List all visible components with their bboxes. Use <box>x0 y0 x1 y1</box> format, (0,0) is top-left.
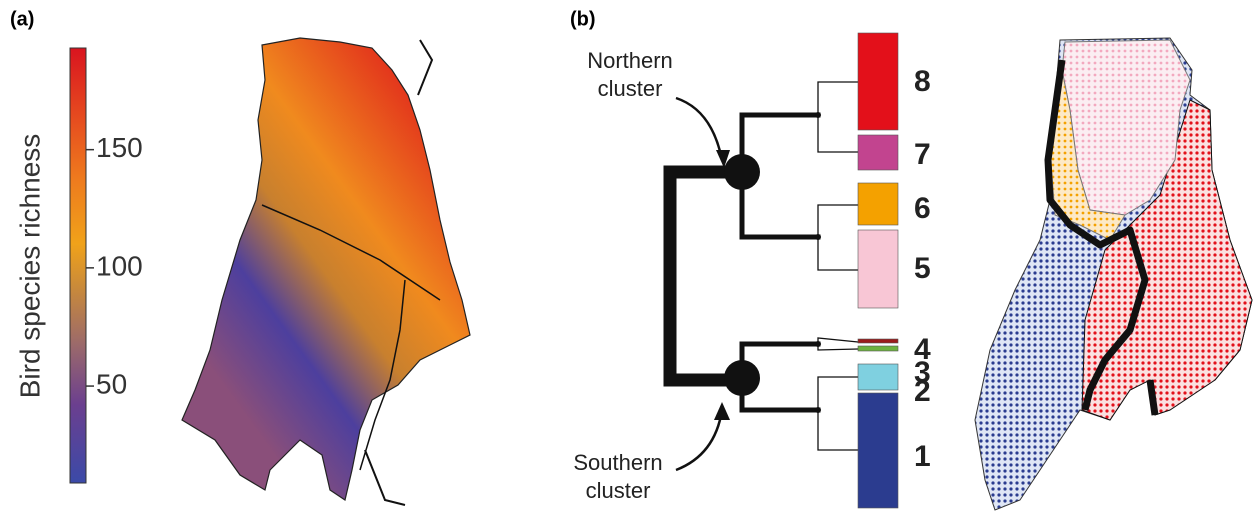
cluster-box <box>858 393 898 508</box>
panel-label: (b) <box>570 8 596 30</box>
cluster-number: 2 <box>914 375 931 408</box>
cluster-number: 7 <box>914 138 931 171</box>
panel-label: (a) <box>10 8 34 30</box>
colorbar-ticks: 50 100 150 <box>86 132 143 399</box>
cluster-number: 8 <box>914 65 931 98</box>
cluster-box <box>858 230 898 308</box>
cluster-box <box>858 33 898 130</box>
cluster-label: cluster <box>586 478 651 503</box>
colorbar <box>70 48 86 483</box>
arrow-head <box>714 402 730 420</box>
cluster-box <box>858 135 898 170</box>
cluster-number: 6 <box>914 192 931 225</box>
dendrogram <box>670 82 858 450</box>
cluster-number: 1 <box>914 440 931 473</box>
richness-map <box>182 38 470 500</box>
cluster-label: Southern <box>573 450 662 475</box>
arrow <box>676 98 722 160</box>
cluster-number: 5 <box>914 252 931 285</box>
cluster-box <box>858 183 898 225</box>
cluster-box <box>858 339 898 343</box>
tick-label: 150 <box>96 132 143 163</box>
tick-label: 100 <box>96 250 143 281</box>
cluster-box <box>858 346 898 351</box>
cluster-label: cluster <box>598 76 663 101</box>
colorbar-label: Bird species richness <box>14 134 45 399</box>
cluster-box <box>858 364 898 390</box>
tick-label: 50 <box>96 368 127 399</box>
cluster-label: Northern <box>587 48 673 73</box>
figure: (a) Bird species richness 50 100 150 (b) N… <box>0 0 1254 521</box>
